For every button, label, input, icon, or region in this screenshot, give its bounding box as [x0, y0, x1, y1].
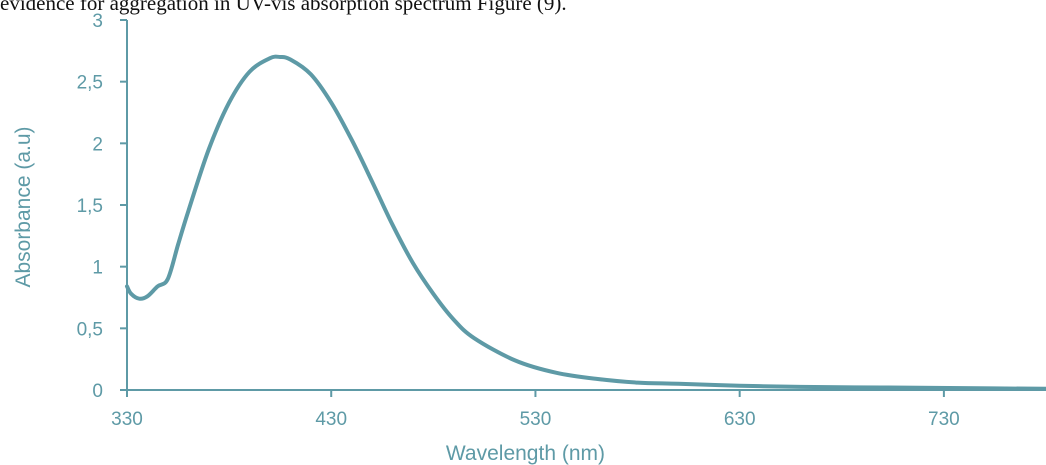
x-tick-label: 430 [315, 409, 347, 430]
y-tick-label: 1,5 [77, 196, 103, 217]
y-tick-label: 2 [92, 134, 103, 155]
figure-caption-text: evidence for aggregation in UV-vis absor… [0, 0, 567, 15]
chart-plot-area [125, 54, 1046, 391]
x-tick-label: 730 [928, 409, 960, 430]
x-axis-label: Wavelength (nm) [446, 442, 605, 465]
chart-axes [126, 20, 1046, 391]
x-tick-label: 530 [520, 409, 552, 430]
x-tick-label: 630 [724, 409, 756, 430]
y-axis-label: Absorbance (a.u) [12, 126, 35, 287]
y-tick-label: 0 [92, 381, 103, 402]
y-tick-label: 1 [92, 258, 103, 279]
y-tick-label: 3 [92, 11, 103, 32]
absorbance-curve [125, 54, 1046, 391]
y-tick-label: 2,5 [77, 73, 103, 94]
x-tick-label: 330 [111, 409, 143, 430]
y-tick-label: 0,5 [77, 319, 103, 340]
chart-ticks: 0 0,5 1 1,5 2 2,5 3 330 430 530 630 730 [77, 11, 960, 430]
